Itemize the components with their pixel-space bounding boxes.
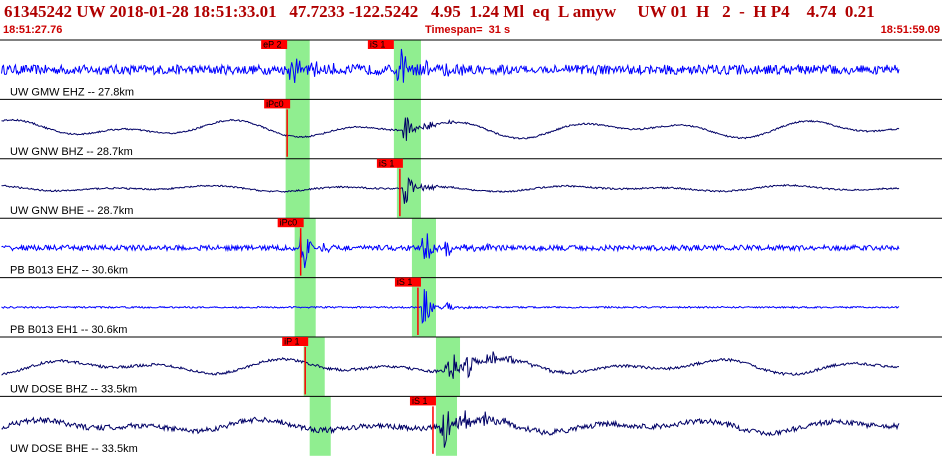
pick-label: iPc0 [266,99,284,109]
waveform-trace [1,177,900,204]
waveform-trace [1,48,900,84]
trace-panel[interactable]: iS 1 UW GNW BHE -- 28.7km [0,158,942,219]
trace-panel[interactable]: iPc0 PB B013 EHZ -- 30.6km [0,217,942,278]
pick-label: iPc0 [280,218,298,228]
event-title: 61345242 UW 2018-01-28 18:51:33.01 47.72… [4,2,875,21]
pick-flag[interactable] [282,337,309,346]
station-label: UW GMW EHZ -- 27.8km [10,86,134,98]
trace-panel[interactable]: iP 1 UW DOSE BHZ -- 33.5km [0,336,942,397]
pick-flag[interactable] [264,99,291,109]
pick-label: iS 1 [397,277,413,287]
pick-flag[interactable] [394,277,421,287]
waveform-trace [1,351,899,379]
pick-label: iS 1 [370,40,386,50]
trace-panel[interactable]: iS 1 PB B013 EH1 -- 30.6km [0,277,942,337]
pick-flag[interactable] [277,218,304,228]
waveform-trace [1,289,900,325]
station-label: UW GNW BHE -- 28.7km [10,205,133,217]
waveform-trace [1,233,900,269]
pick-flag[interactable] [409,396,436,406]
pick-label: iS 1 [379,158,395,168]
trace-panel[interactable]: iPc0 UW GNW BHZ -- 28.7km [0,98,942,159]
station-label: UW DOSE BHZ -- 33.5km [10,383,137,395]
pick-label: iS 1 [412,396,428,406]
pick-label: iP 1 [284,337,299,347]
waveform-trace [1,410,900,448]
pick-label: eP 2 [263,40,281,50]
phase-window [309,396,331,456]
timespan-label: Timespan= 31 s [425,24,511,36]
station-label: PB B013 EH1 -- 30.6km [10,324,127,336]
phase-window [411,218,436,278]
trace-panel[interactable]: eP 2 iS 1 UW GMW EHZ -- 27.8km [0,39,942,100]
event-header: 61345242 UW 2018-01-28 18:51:33.01 47.72… [0,0,942,40]
phase-window [393,99,421,159]
station-label: PB B013 EHZ -- 30.6km [10,265,128,277]
phase-window [285,99,310,159]
phase-window [303,337,325,397]
waveform-trace [1,117,900,141]
phase-window [285,158,310,219]
pick-flag[interactable] [261,40,288,49]
trace-panel[interactable]: iS 1 UW DOSE BHE -- 33.5km [0,395,942,456]
phase-window [435,396,458,456]
phase-window [294,218,316,278]
station-label: UW GNW BHZ -- 28.7km [10,146,133,158]
end-time: 18:51:59.09 [880,24,940,36]
station-label: UW DOSE BHE -- 33.5km [10,443,138,455]
pick-flag[interactable] [376,158,403,168]
start-time: 18:51:27.76 [3,24,63,36]
pick-flag[interactable] [367,40,394,49]
